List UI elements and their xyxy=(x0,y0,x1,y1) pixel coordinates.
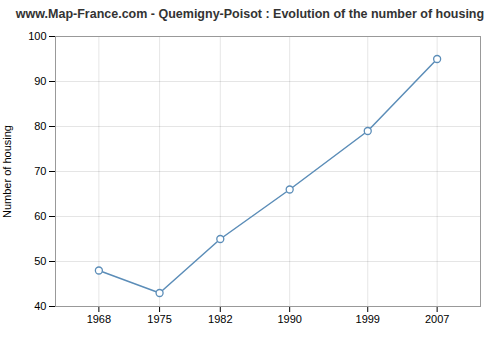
svg-text:1990: 1990 xyxy=(277,313,301,325)
svg-text:60: 60 xyxy=(34,210,46,222)
svg-text:80: 80 xyxy=(34,120,46,132)
svg-text:1999: 1999 xyxy=(356,313,380,325)
svg-text:50: 50 xyxy=(34,255,46,267)
svg-text:100: 100 xyxy=(28,30,46,42)
svg-text:90: 90 xyxy=(34,75,46,87)
svg-text:2007: 2007 xyxy=(425,313,449,325)
svg-text:Number of housing: Number of housing xyxy=(1,125,13,218)
svg-text:1975: 1975 xyxy=(147,313,171,325)
svg-text:1982: 1982 xyxy=(208,313,232,325)
svg-text:70: 70 xyxy=(34,165,46,177)
svg-text:40: 40 xyxy=(34,300,46,312)
html-text:www.Map-France.com - Quemigny-: www.Map-France.com - Quemigny-Poisot : E… xyxy=(15,7,485,21)
svg-text:1968: 1968 xyxy=(87,313,111,325)
